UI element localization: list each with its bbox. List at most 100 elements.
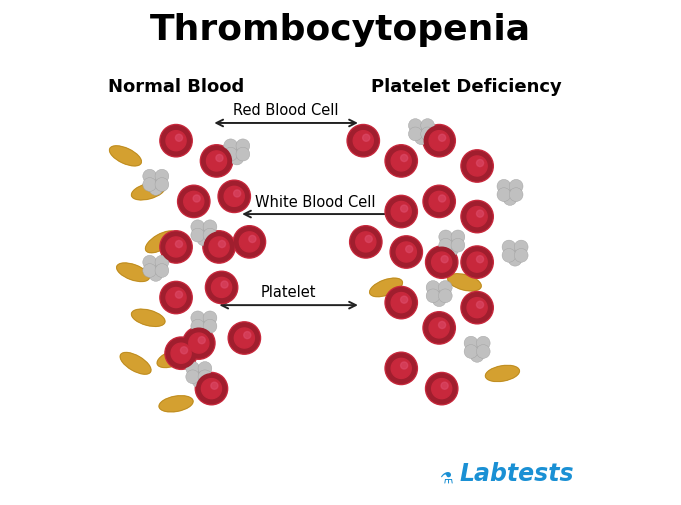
Circle shape xyxy=(191,220,204,234)
Circle shape xyxy=(477,336,490,350)
Circle shape xyxy=(143,256,157,270)
Circle shape xyxy=(200,145,233,178)
Circle shape xyxy=(203,229,217,242)
Circle shape xyxy=(424,127,454,156)
Circle shape xyxy=(477,256,484,263)
Circle shape xyxy=(233,226,266,259)
Circle shape xyxy=(166,131,186,152)
Circle shape xyxy=(229,324,259,353)
Circle shape xyxy=(219,241,225,248)
Circle shape xyxy=(423,186,456,218)
Circle shape xyxy=(191,311,204,325)
Circle shape xyxy=(143,264,157,278)
Circle shape xyxy=(160,231,192,264)
Circle shape xyxy=(224,148,238,162)
Circle shape xyxy=(197,225,210,239)
Circle shape xyxy=(409,119,422,133)
Circle shape xyxy=(429,318,449,338)
Circle shape xyxy=(176,241,183,248)
Circle shape xyxy=(441,256,448,263)
Ellipse shape xyxy=(159,396,193,412)
Circle shape xyxy=(451,230,465,244)
Text: Platelet: Platelet xyxy=(261,284,317,299)
Circle shape xyxy=(355,232,376,252)
Circle shape xyxy=(221,281,228,288)
Circle shape xyxy=(180,347,187,354)
Circle shape xyxy=(149,175,163,189)
Circle shape xyxy=(155,178,169,192)
Circle shape xyxy=(249,236,256,243)
Circle shape xyxy=(427,248,456,277)
Circle shape xyxy=(461,150,493,183)
Circle shape xyxy=(195,373,227,405)
Circle shape xyxy=(203,320,217,333)
Circle shape xyxy=(439,230,453,244)
Circle shape xyxy=(514,241,528,255)
Circle shape xyxy=(211,382,218,389)
Circle shape xyxy=(432,379,452,399)
Circle shape xyxy=(192,367,206,381)
Circle shape xyxy=(391,293,411,313)
Circle shape xyxy=(439,322,445,329)
Circle shape xyxy=(189,333,209,354)
Circle shape xyxy=(391,152,411,172)
Circle shape xyxy=(218,181,251,213)
Circle shape xyxy=(391,202,411,222)
Circle shape xyxy=(184,329,214,358)
Circle shape xyxy=(508,253,522,267)
Circle shape xyxy=(429,131,449,152)
Circle shape xyxy=(439,289,452,303)
Circle shape xyxy=(508,245,522,260)
Circle shape xyxy=(165,337,197,370)
Circle shape xyxy=(160,282,192,314)
Circle shape xyxy=(230,144,244,159)
Circle shape xyxy=(230,152,244,166)
Circle shape xyxy=(171,343,191,364)
Circle shape xyxy=(477,160,484,167)
Ellipse shape xyxy=(116,264,149,282)
Circle shape xyxy=(203,231,235,264)
Circle shape xyxy=(155,264,169,278)
Circle shape xyxy=(349,127,378,156)
Circle shape xyxy=(149,268,163,282)
Circle shape xyxy=(461,201,493,233)
Circle shape xyxy=(477,345,490,359)
Circle shape xyxy=(160,125,192,158)
Circle shape xyxy=(198,362,212,376)
Circle shape xyxy=(477,211,484,218)
Circle shape xyxy=(351,228,381,257)
Circle shape xyxy=(467,207,487,227)
Circle shape xyxy=(464,336,478,350)
Circle shape xyxy=(197,233,210,246)
Ellipse shape xyxy=(120,353,151,374)
Circle shape xyxy=(209,237,229,258)
Circle shape xyxy=(353,131,373,152)
Text: Normal Blood: Normal Blood xyxy=(108,78,244,96)
Text: Thrombocytopenia: Thrombocytopenia xyxy=(150,13,531,46)
Circle shape xyxy=(236,139,250,154)
Circle shape xyxy=(429,192,449,212)
Circle shape xyxy=(244,332,251,339)
Circle shape xyxy=(509,180,523,194)
Circle shape xyxy=(216,155,223,162)
Circle shape xyxy=(193,195,200,203)
Circle shape xyxy=(400,206,408,213)
Circle shape xyxy=(197,324,210,337)
Circle shape xyxy=(439,195,445,203)
Circle shape xyxy=(503,185,517,199)
Circle shape xyxy=(186,370,200,384)
Circle shape xyxy=(186,362,200,376)
Circle shape xyxy=(426,289,440,303)
Circle shape xyxy=(202,147,232,176)
Circle shape xyxy=(409,128,422,141)
Circle shape xyxy=(386,354,416,383)
Circle shape xyxy=(445,243,459,257)
Circle shape xyxy=(400,155,408,162)
Circle shape xyxy=(161,127,191,156)
Circle shape xyxy=(514,249,528,263)
Circle shape xyxy=(155,170,169,184)
Circle shape xyxy=(166,237,186,258)
Circle shape xyxy=(386,197,416,227)
Ellipse shape xyxy=(131,183,165,200)
Ellipse shape xyxy=(146,232,176,253)
